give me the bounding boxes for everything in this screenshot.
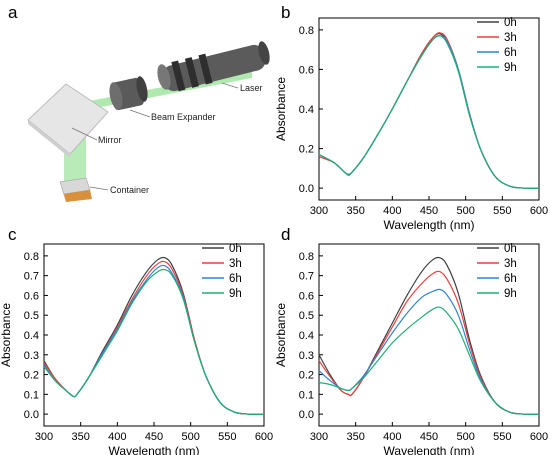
x-tick-label: 300 <box>35 431 53 443</box>
container-icon <box>59 177 92 202</box>
chart-panel-b: b 300 350 400 450 500 550 600 0.0 0.2 0.4 0.6 0.8 Wav… <box>274 3 548 232</box>
x-tick-label: 550 <box>218 431 236 443</box>
plot-frame <box>318 243 540 427</box>
laser-leader-line <box>221 82 239 89</box>
y-tick-label: 0.7 <box>299 271 314 283</box>
y-tick-label: 0.5 <box>299 310 314 322</box>
x-tick-label: 500 <box>456 431 474 443</box>
legend-label-3h: 3h <box>504 32 517 44</box>
x-tick-label: 450 <box>145 431 163 443</box>
y-tick-label: 0.3 <box>24 350 39 362</box>
legend-label-3h: 3h <box>504 258 517 270</box>
y-tick-label: 0.6 <box>24 290 39 302</box>
legend: 0h 3h 6h 9h <box>477 243 517 300</box>
setup-diagram: a Mirror Beam Expander Laser <box>8 3 270 202</box>
y-tick-label: 0.0 <box>299 183 314 195</box>
y-axis-label: Absorbance <box>274 77 288 141</box>
y-tick-label: 0.6 <box>299 64 314 76</box>
y-tick-label: 0.7 <box>24 271 39 283</box>
mirror-icon <box>27 83 109 158</box>
panel-label-a: a <box>8 3 18 22</box>
x-tick-label: 550 <box>493 205 511 217</box>
label-container: Container <box>110 185 149 195</box>
y-tick-label: 0.4 <box>299 330 314 342</box>
legend-label-6h: 6h <box>504 273 517 285</box>
legend-label-6h: 6h <box>504 47 517 59</box>
y-tick-label: 0.4 <box>24 330 39 342</box>
legend-label-0h: 0h <box>504 17 517 29</box>
beam-expander-leader-line <box>129 109 151 118</box>
legend-label-0h: 0h <box>504 243 517 255</box>
beam-expander-icon <box>109 76 148 111</box>
x-axis-label: Wavelength (nm) <box>384 218 475 232</box>
legend-label-6h: 6h <box>229 273 242 285</box>
laser-icon <box>157 41 270 92</box>
x-tick-label: 350 <box>346 431 364 443</box>
legend-label-0h: 0h <box>229 243 242 255</box>
y-tick-label: 0.0 <box>299 409 314 421</box>
series-line-9h <box>43 268 265 415</box>
x-tick-label: 300 <box>310 431 328 443</box>
series-line-6h <box>318 288 540 415</box>
y-axis-label: Absorbance <box>274 303 288 367</box>
x-tick-label: 600 <box>530 431 548 443</box>
panel-label-c: c <box>8 225 17 244</box>
panel-label-b: b <box>281 3 290 22</box>
y-tick-label: 0.6 <box>299 290 314 302</box>
legend: 0h 3h 6h 9h <box>477 17 517 74</box>
x-tick-label: 600 <box>530 205 548 217</box>
legend-label-9h: 9h <box>504 62 517 74</box>
legend-label-3h: 3h <box>229 258 242 270</box>
x-tick-label: 400 <box>108 431 126 443</box>
label-laser: Laser <box>240 83 263 93</box>
x-tick-label: 400 <box>383 205 401 217</box>
label-beam-expander: Beam Expander <box>151 112 216 122</box>
mirror-leader-line <box>71 127 98 141</box>
x-tick-label: 600 <box>255 431 273 443</box>
y-tick-label: 0.3 <box>299 350 314 362</box>
y-tick-label: 0.8 <box>299 251 314 263</box>
legend: 0h 3h 6h 9h <box>202 243 242 300</box>
container-leader-line <box>89 186 109 191</box>
x-tick-label: 350 <box>71 431 89 443</box>
x-tick-label: 450 <box>420 205 438 217</box>
x-tick-label: 300 <box>310 205 328 217</box>
y-tick-label: 0.2 <box>299 144 314 156</box>
y-tick-label: 0.8 <box>299 25 314 37</box>
charts: b 300 350 400 450 500 550 600 0.0 0.2 0.4 0.6 0.8 Wav… <box>0 3 548 455</box>
y-tick-label: 0.1 <box>299 389 314 401</box>
y-tick-label: 0.4 <box>299 104 314 116</box>
x-tick-label: 500 <box>456 205 474 217</box>
chart-panel-c: c 300 350 400 450 500 550 600 0.0 0.1 0.2 0.3 0.4 0.5… <box>0 225 273 455</box>
series-line-9h <box>318 306 540 415</box>
y-tick-label: 0.8 <box>24 251 39 263</box>
series-line-9h <box>318 35 540 189</box>
x-axis-label: Wavelength (nm) <box>384 444 475 455</box>
y-axis-label: Absorbance <box>0 303 13 367</box>
x-tick-label: 550 <box>493 431 511 443</box>
panel-label-d: d <box>281 225 290 244</box>
y-tick-label: 0.5 <box>24 310 39 322</box>
x-tick-label: 450 <box>420 431 438 443</box>
label-mirror: Mirror <box>98 135 122 145</box>
y-tick-label: 0.1 <box>24 389 39 401</box>
x-axis-label: Wavelength (nm) <box>109 444 200 455</box>
x-tick-label: 400 <box>383 431 401 443</box>
legend-label-9h: 9h <box>504 288 517 300</box>
y-tick-label: 0.2 <box>299 370 314 382</box>
y-tick-label: 0.0 <box>24 409 39 421</box>
x-tick-label: 350 <box>346 205 364 217</box>
x-tick-label: 500 <box>181 431 199 443</box>
chart-panel-d: d 300 350 400 450 500 550 600 0.0 0.1 0.2 0.3 0.4 0.5… <box>274 225 548 455</box>
y-tick-label: 0.2 <box>24 370 39 382</box>
legend-label-9h: 9h <box>229 288 242 300</box>
